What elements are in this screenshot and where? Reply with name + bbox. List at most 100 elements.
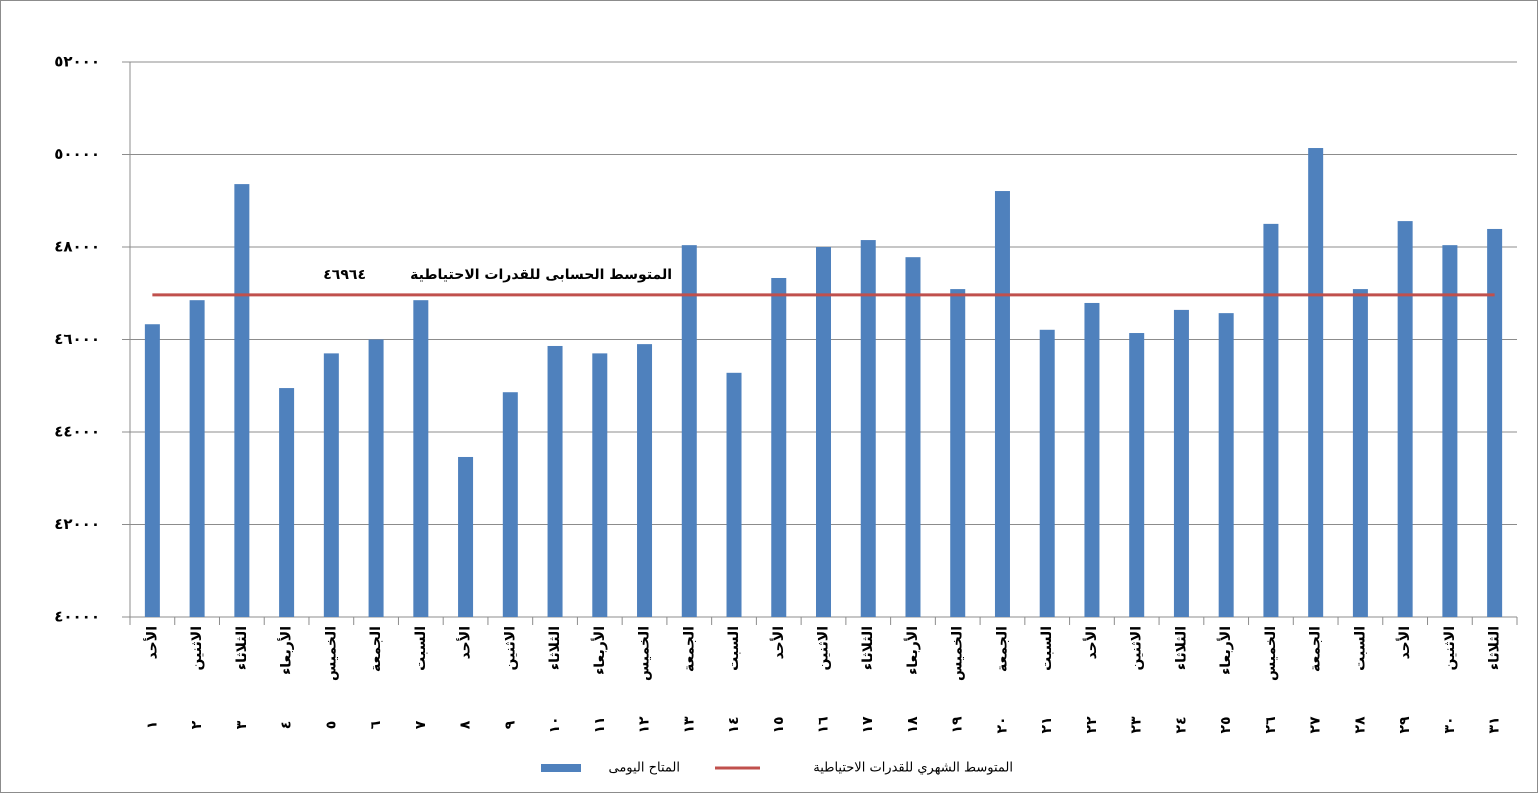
bar: [323, 353, 339, 617]
x-tick-label: الأحد: [770, 626, 787, 659]
bar: [1487, 228, 1503, 617]
y-tick-label: ٤٨٠٠٠: [54, 238, 100, 256]
x-tick-label: الأربعاء: [904, 626, 921, 675]
bar: [950, 289, 966, 617]
bar: [816, 247, 831, 617]
day-number: ٢٠: [994, 716, 1010, 733]
day-number: ٢٤: [1173, 716, 1189, 733]
bar: [1173, 309, 1189, 617]
annotation-value: ٤٦٩٦٤: [323, 267, 366, 283]
bar: [1308, 148, 1324, 617]
day-number: ٣: [234, 720, 250, 729]
bar: [368, 339, 384, 617]
bar: [994, 191, 1010, 617]
x-tick-label: الاثنين: [502, 626, 518, 671]
day-number: ١٨: [905, 716, 921, 734]
x-tick-label: الاثنين: [1442, 626, 1458, 671]
day-number: ١٢: [637, 716, 653, 734]
x-tick-label: الأحد: [1083, 626, 1100, 659]
day-number: ١١: [592, 716, 608, 733]
bar: [1129, 333, 1145, 617]
bar: [1218, 313, 1234, 617]
x-tick-label: الجمعة: [1308, 626, 1324, 672]
x-tick-label: الاثنين: [189, 626, 205, 671]
y-tick-label: ٥٢٠٠٠: [54, 53, 100, 71]
day-number: ١٥: [771, 716, 787, 733]
day-number: ٨: [458, 720, 474, 729]
day-number: ٢٩: [1397, 716, 1413, 734]
x-tick-label: الاثنين: [1129, 626, 1145, 671]
x-tick-label: الأحد: [457, 626, 474, 659]
day-number: ٢٣: [1129, 716, 1145, 734]
bar: [592, 353, 608, 617]
bar: [189, 300, 205, 617]
bar: [1039, 329, 1055, 617]
y-tick-label: ٥٠٠٠٠: [54, 145, 100, 163]
x-tick-label: الأربعاء: [1217, 626, 1234, 675]
day-number: ٦: [368, 720, 384, 729]
y-tick-label: ٤٢٠٠٠: [54, 515, 100, 533]
bar: [1084, 302, 1100, 617]
x-tick-label: الخميس: [637, 626, 653, 681]
bar: [637, 344, 653, 617]
x-tick-label: الثلاثاء: [1173, 626, 1189, 670]
x-tick-label: السبت: [1352, 626, 1368, 671]
annotation: المتوسط الحسابى للقدرات الاحتياطية: [410, 267, 672, 283]
x-tick-label: السبت: [413, 626, 429, 671]
x-tick-label: الأحد: [1396, 626, 1413, 659]
x-tick-label: الثلاثاء: [860, 626, 876, 670]
x-tick-label: السبت: [1039, 626, 1055, 671]
legend-swatch: [541, 764, 581, 772]
legend-label: المتوسط الشهري للقدرات الاحتياطية: [813, 761, 1013, 776]
bar: [547, 345, 563, 617]
day-number: ١٤: [726, 716, 742, 733]
day-number: ٢٧: [1308, 716, 1324, 734]
day-number: ٣٠: [1442, 716, 1458, 733]
day-number: ١: [144, 721, 160, 730]
x-tick-label: الثلاثاء: [234, 626, 250, 670]
bar: [771, 277, 787, 617]
bar: [144, 324, 160, 617]
x-tick-label: الأربعاء: [591, 626, 608, 675]
day-number: ١٣: [681, 716, 697, 734]
x-tick-label: الأحد: [143, 626, 160, 659]
y-tick-label: ٤٦٠٠٠: [54, 330, 100, 348]
day-number: ١٠: [547, 716, 563, 733]
x-tick-label: الجمعة: [368, 626, 384, 672]
bar: [279, 388, 295, 617]
x-tick-label: الخميس: [1263, 626, 1279, 681]
day-number: ٢٦: [1263, 716, 1279, 734]
x-tick-label: الخميس: [950, 626, 966, 681]
bar: [413, 300, 429, 617]
day-number: ١٦: [816, 716, 832, 734]
x-tick-label: الخميس: [323, 626, 339, 681]
bar: [681, 245, 697, 617]
day-number: ١٩: [950, 716, 966, 734]
bar: [905, 257, 921, 617]
bar: [458, 456, 474, 617]
day-number: ٢٥: [1218, 716, 1234, 733]
day-number: ٥: [323, 721, 339, 730]
bar: [502, 392, 518, 617]
bar: [1442, 245, 1458, 617]
bar: [1263, 223, 1279, 617]
day-number: ٣١: [1487, 716, 1503, 733]
day-number: ١٧: [860, 716, 876, 734]
y-tick-label: ٤٤٠٠٠: [54, 423, 100, 441]
x-tick-label: الأربعاء: [278, 626, 295, 675]
bar: [860, 240, 876, 617]
day-number: ٢١: [1039, 716, 1055, 733]
x-tick-label: الثلاثاء: [1487, 626, 1503, 670]
day-number: ٧: [413, 720, 429, 729]
x-tick-label: الجمعة: [681, 626, 697, 672]
bar: [1397, 221, 1413, 617]
legend-label: المتاح اليومى: [608, 761, 680, 776]
bar: [1352, 289, 1368, 617]
bar: [234, 184, 250, 617]
y-tick-label: ٤٠٠٠٠: [54, 608, 100, 626]
x-tick-label: الثلاثاء: [547, 626, 563, 670]
x-tick-label: الاثنين: [816, 626, 832, 671]
x-tick-label: السبت: [726, 626, 742, 671]
